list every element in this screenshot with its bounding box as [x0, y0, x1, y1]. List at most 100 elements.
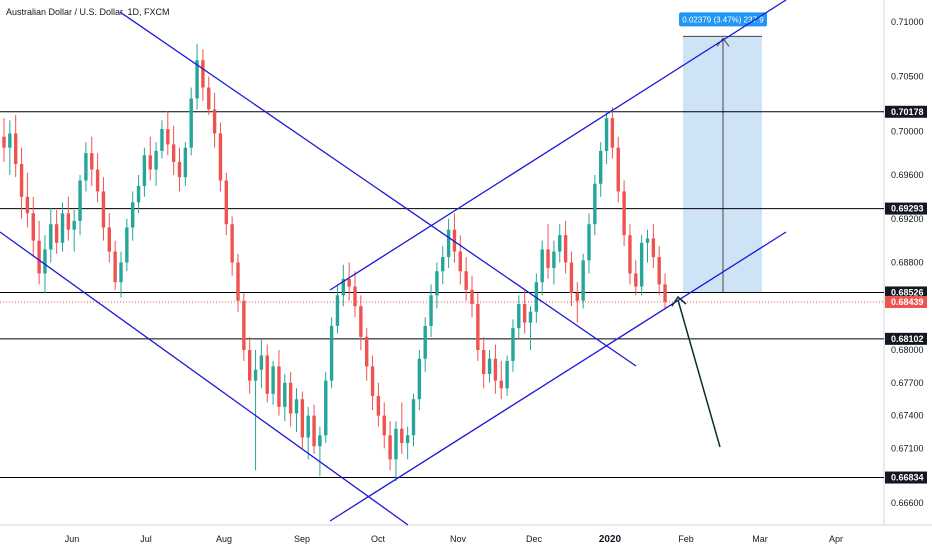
projection-badge	[679, 12, 767, 27]
current-price-label: 0.68439	[891, 297, 924, 307]
candle-body	[435, 271, 439, 296]
candle-body	[294, 399, 299, 414]
candle-body	[318, 435, 322, 447]
time-tick-label: Jul	[140, 534, 152, 544]
candle-body	[587, 224, 591, 261]
candle-body	[593, 183, 597, 225]
candle-body	[581, 260, 585, 301]
candle-body	[575, 293, 579, 301]
candle-body	[329, 325, 334, 381]
candle-body	[148, 155, 152, 170]
candle-body	[569, 262, 574, 294]
candle-body	[78, 180, 82, 221]
candle-body	[429, 295, 433, 326]
candle-body	[335, 295, 340, 326]
level-price-badge	[885, 471, 927, 484]
candle-body	[528, 311, 533, 323]
candle-body	[66, 213, 71, 230]
candle-body	[563, 235, 568, 263]
candle-body	[154, 150, 158, 170]
price-tick-label: 0.68800	[891, 258, 924, 268]
level-price-label: 0.69293	[891, 204, 924, 214]
candle-body	[242, 300, 246, 350]
candle-body	[347, 278, 351, 287]
candle-body	[405, 435, 410, 443]
candle-body	[423, 325, 427, 359]
candle-body	[604, 118, 609, 151]
projection-arrow-head	[671, 295, 687, 307]
candle-body	[359, 306, 363, 337]
candle-body	[43, 249, 47, 274]
price-tick-label: 0.67100	[891, 443, 924, 453]
candle-body	[84, 153, 88, 181]
current-price-badge	[885, 295, 927, 308]
candle-body	[253, 369, 258, 381]
candle-body	[353, 286, 357, 307]
level-price-badge	[885, 202, 927, 215]
candle-body	[218, 133, 223, 181]
candle-body	[72, 220, 76, 230]
candle-body	[136, 185, 141, 203]
candle-body	[8, 133, 12, 148]
candle-body	[458, 251, 462, 272]
candle-body	[540, 249, 544, 283]
candle-body	[212, 109, 217, 134]
candle-body	[90, 153, 94, 170]
candle-body	[101, 191, 106, 228]
trendline-descending-upper	[119, 11, 637, 367]
candle-body	[283, 382, 287, 407]
candle-body	[376, 395, 381, 416]
candle-body	[37, 240, 41, 274]
price-tick-label: 0.70000	[891, 126, 924, 136]
candle-body	[599, 150, 603, 184]
candle-body	[25, 196, 30, 214]
candle-body	[306, 415, 310, 438]
candle-body	[499, 380, 503, 389]
candle-body	[505, 360, 509, 389]
trendline-ascending-lower	[329, 231, 787, 522]
price-tick-label: 0.67700	[891, 378, 924, 388]
candle-body	[300, 399, 305, 438]
candle-body	[645, 238, 650, 243]
candle-body	[382, 415, 386, 436]
candle-body	[476, 304, 480, 350]
candle-body	[236, 262, 240, 301]
candle-body	[201, 60, 205, 88]
candle-body	[622, 191, 626, 236]
candle-body	[464, 271, 468, 290]
time-tick-label: Apr	[829, 534, 843, 544]
candle-body	[160, 129, 164, 151]
candle-body	[14, 133, 18, 165]
candle-body	[265, 355, 269, 394]
candle-body	[511, 328, 515, 361]
candle-body	[177, 161, 182, 178]
candle-body	[31, 213, 35, 241]
candle-body	[446, 229, 451, 258]
time-tick-label: Jun	[65, 534, 80, 544]
trendline-descending-lower	[0, 231, 409, 526]
price-tick-label: 0.69600	[891, 170, 924, 180]
candle-body	[558, 235, 562, 252]
candle-body	[183, 147, 188, 178]
time-tick-label: 2020	[599, 534, 622, 545]
candle-body	[60, 213, 65, 243]
projection-label: 0.02379 (3.47%) 237.9	[682, 15, 764, 24]
candle-body	[452, 229, 457, 252]
price-tick-label: 0.66600	[891, 498, 924, 508]
candle-body	[248, 350, 252, 381]
level-price-label: 0.68102	[891, 334, 924, 344]
candle-body	[417, 358, 422, 400]
candle-body	[259, 355, 264, 370]
price-tick-label: 0.68000	[891, 345, 924, 355]
candle-body	[230, 224, 234, 263]
candle-body	[487, 358, 492, 375]
level-price-label: 0.66834	[891, 473, 924, 483]
level-price-badge	[885, 105, 927, 118]
candle-body	[2, 136, 6, 148]
candle-body	[411, 399, 416, 436]
candle-body	[628, 235, 632, 274]
candle-body	[271, 366, 275, 394]
candle-body	[107, 227, 111, 252]
candle-body	[125, 227, 129, 263]
